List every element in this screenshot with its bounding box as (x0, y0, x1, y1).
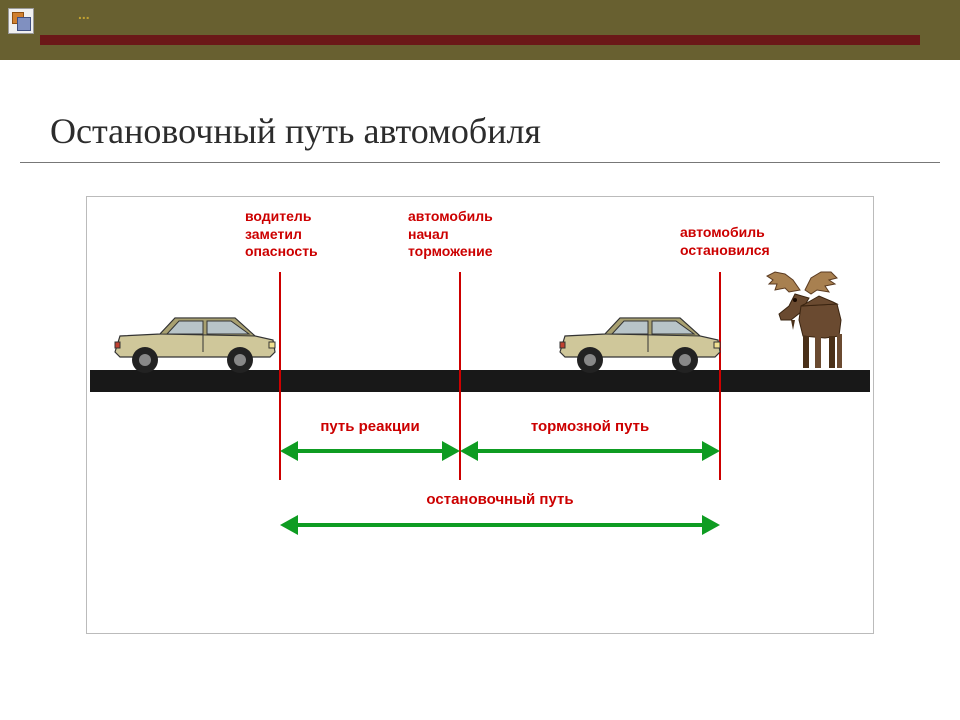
ellipsis-label: ... (78, 6, 90, 22)
moose-icon (745, 270, 845, 376)
marker-driver-noticed-label: водитель заметил опасность (245, 208, 318, 261)
top-bar: ... (0, 0, 960, 60)
reaction-distance-arrow (284, 444, 456, 458)
marker-car-stopped-label: автомобиль остановился (680, 224, 770, 259)
car-stopped-icon (550, 312, 725, 374)
pictures-icon (8, 8, 34, 34)
braking-distance-label: тормозной путь (531, 418, 649, 435)
braking-distance-arrow (464, 444, 716, 458)
title-rule (20, 162, 940, 163)
top-bar-strip (40, 35, 920, 45)
car-start-icon (105, 312, 280, 374)
diagram-border (86, 196, 874, 634)
marker-braking-started-label: автомобиль начал торможение (408, 208, 493, 261)
reaction-distance-label: путь реакции (320, 418, 419, 435)
stopping-distance-label: остановочный путь (426, 491, 573, 508)
stopping-distance-arrow (284, 518, 716, 532)
page-title: Остановочный путь автомобиля (50, 110, 541, 152)
stopping-distance-diagram: водитель заметил опасность автомобиль на… (90, 200, 870, 630)
